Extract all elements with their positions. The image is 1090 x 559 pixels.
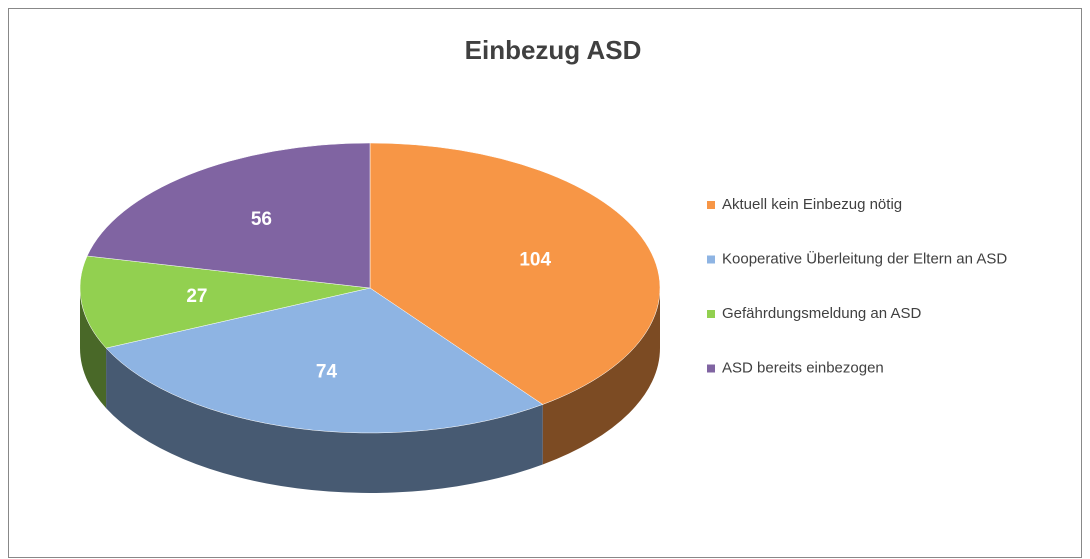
legend-label: Aktuell kein Einbezug nötig [722,196,902,213]
data-label: 74 [316,361,338,382]
slice [79,255,371,349]
chart-title: Einbezug ASD [465,35,642,65]
legend-swatch [707,255,715,264]
slice-side [542,288,660,465]
legend-label: ASD bereits einbezogen [722,359,884,376]
data-label: 104 [519,250,551,271]
slice-side [80,288,107,409]
legend-swatch [707,364,715,373]
slice [369,142,661,405]
slice-side [106,348,543,493]
slice [86,142,371,289]
data-label: 27 [186,286,207,307]
legend-swatch [707,201,715,209]
legend-swatch [707,310,715,318]
legend-label: Gefährdungsmeldung an ASD [722,305,921,322]
data-label: 56 [251,209,272,230]
slice [105,287,544,434]
legend-label: Kooperative Überleitung der Eltern an AS… [722,249,1007,267]
